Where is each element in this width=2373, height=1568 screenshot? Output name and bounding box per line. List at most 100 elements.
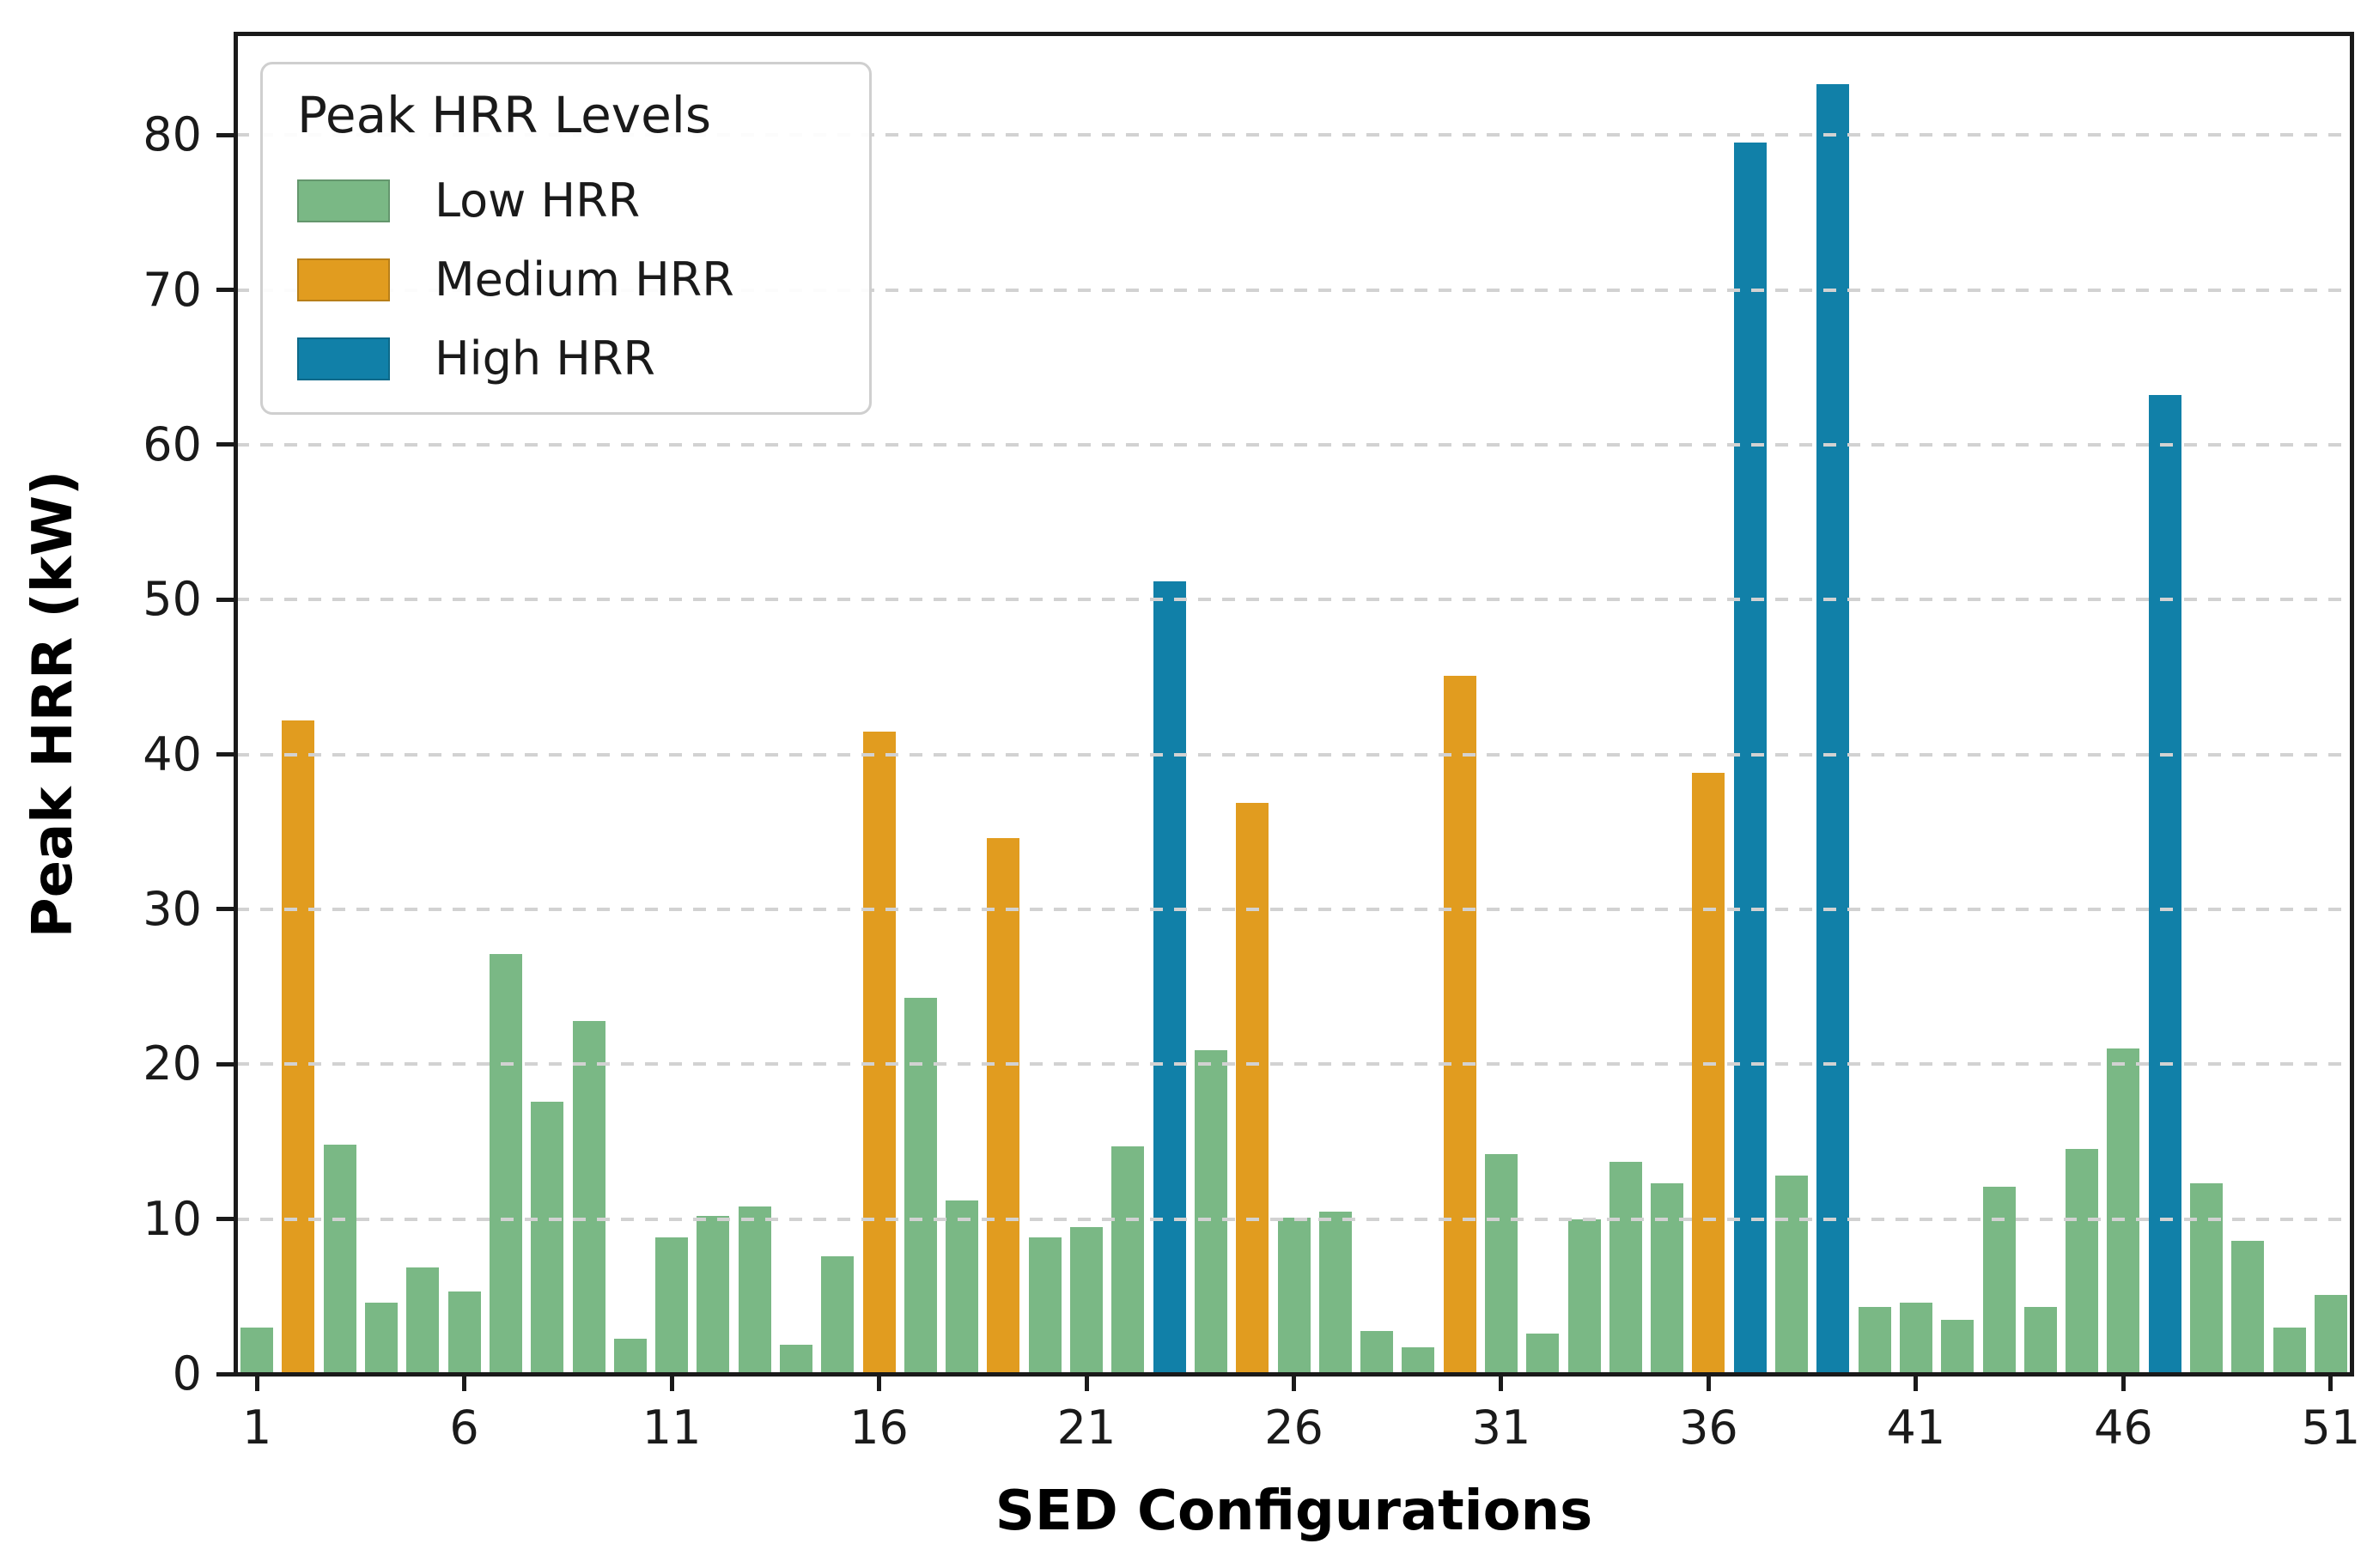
gridline-y-10	[236, 1217, 2352, 1221]
x-tick-label-11: 11	[642, 1401, 702, 1455]
bar-config-27	[1318, 1211, 1352, 1374]
bar-config-42	[1941, 1319, 1974, 1374]
x-tick-label-46: 46	[2094, 1401, 2153, 1455]
legend-entry-low-hrr: Low HRR	[297, 173, 838, 228]
legend-label-medium: Medium HRR	[435, 252, 734, 307]
bar-config-17	[904, 997, 937, 1374]
bar-config-15	[821, 1255, 855, 1374]
x-tick-26	[1292, 1376, 1296, 1391]
x-tick-31	[1499, 1376, 1504, 1391]
x-tick-label-6: 6	[449, 1401, 479, 1455]
bar-config-30	[1443, 675, 1476, 1374]
bar-config-26	[1277, 1217, 1311, 1374]
bar-config-13	[738, 1206, 771, 1374]
y-tick-70	[216, 288, 234, 293]
x-axis-label: SED Configurations	[995, 1480, 1593, 1543]
legend-entry-high-hrr: High HRR	[297, 331, 838, 386]
legend-label-high: High HRR	[435, 331, 655, 386]
y-tick-label-10: 10	[143, 1191, 202, 1246]
y-tick-30	[216, 907, 234, 912]
bar-config-18	[946, 1200, 979, 1374]
x-tick-label-41: 41	[1886, 1401, 1946, 1455]
bar-config-9	[572, 1020, 605, 1374]
bar-config-49	[2231, 1240, 2265, 1374]
bar-config-51	[2314, 1295, 2347, 1374]
gridline-y-40	[236, 752, 2352, 757]
y-tick-60	[216, 442, 234, 447]
y-tick-label-40: 40	[143, 726, 202, 781]
bar-config-7	[489, 954, 522, 1374]
bar-config-3	[323, 1145, 356, 1374]
bar-config-28	[1360, 1330, 1394, 1374]
y-tick-20	[216, 1061, 234, 1067]
x-tick-11	[669, 1376, 674, 1391]
y-tick-label-20: 20	[143, 1036, 202, 1091]
gridline-y-50	[236, 598, 2352, 602]
y-tick-0	[216, 1371, 234, 1377]
bar-config-37	[1733, 143, 1767, 1374]
bar-config-38	[1775, 1176, 1809, 1374]
x-tick-label-21: 21	[1056, 1401, 1117, 1455]
bar-config-2	[282, 720, 315, 1374]
y-tick-label-80: 80	[143, 107, 202, 162]
y-tick-label-60: 60	[143, 416, 202, 471]
x-tick-label-1: 1	[241, 1401, 272, 1455]
bar-config-11	[655, 1237, 689, 1374]
bar-config-44	[2023, 1307, 2057, 1374]
bar-config-20	[1028, 1237, 1062, 1374]
x-tick-36	[1706, 1376, 1711, 1391]
bar-config-39	[1816, 83, 1850, 1374]
x-tick-21	[1084, 1376, 1089, 1391]
bar-config-14	[779, 1344, 812, 1374]
bar-config-47	[2148, 395, 2181, 1374]
gridline-y-80	[236, 133, 2352, 137]
x-tick-51	[2328, 1376, 2333, 1391]
bar-config-8	[531, 1101, 564, 1374]
gridline-y-30	[236, 907, 2352, 911]
bar-config-4	[365, 1303, 399, 1374]
gridline-y-60	[236, 442, 2352, 447]
y-tick-10	[216, 1217, 234, 1222]
bar-config-45	[2066, 1149, 2099, 1374]
bar-config-36	[1692, 773, 1725, 1374]
bar-config-16	[862, 731, 896, 1374]
bar-config-24	[1194, 1050, 1227, 1374]
bar-config-43	[1982, 1186, 2016, 1374]
y-tick-label-70: 70	[143, 262, 202, 317]
bar-config-31	[1484, 1153, 1518, 1374]
bar-config-12	[697, 1216, 730, 1374]
x-tick-label-16: 16	[849, 1401, 909, 1455]
bar-config-41	[1899, 1303, 1932, 1374]
x-tick-label-31: 31	[1471, 1401, 1531, 1455]
x-tick-6	[462, 1376, 467, 1391]
y-tick-label-0: 0	[172, 1346, 202, 1401]
bar-config-6	[447, 1291, 481, 1374]
bar-config-10	[613, 1338, 647, 1374]
legend-box: Peak HRR Levels Low HRR Medium HRR High HR…	[260, 62, 872, 415]
bar-config-1	[240, 1327, 274, 1374]
gridline-y-20	[236, 1062, 2352, 1067]
bar-config-33	[1567, 1219, 1601, 1374]
y-tick-label-50: 50	[143, 572, 202, 627]
y-tick-40	[216, 752, 234, 757]
x-tick-label-51: 51	[2301, 1401, 2361, 1455]
legend-swatch-medium	[297, 258, 390, 301]
x-tick-41	[1914, 1376, 1919, 1391]
bar-config-25	[1236, 802, 1269, 1374]
x-tick-46	[2120, 1376, 2126, 1391]
bar-config-35	[1651, 1183, 1684, 1374]
legend-entries: Low HRR Medium HRR High HRR	[297, 173, 838, 386]
bar-config-40	[1858, 1307, 1891, 1374]
bar-config-5	[406, 1267, 440, 1374]
legend-swatch-low	[297, 179, 390, 222]
gridline-y-70	[236, 288, 2352, 292]
bar-config-21	[1070, 1226, 1104, 1374]
x-tick-label-26: 26	[1264, 1401, 1323, 1455]
bar-config-29	[1402, 1347, 1435, 1374]
bar-config-34	[1609, 1161, 1642, 1374]
y-tick-label-30: 30	[143, 881, 202, 936]
bar-config-50	[2273, 1327, 2306, 1374]
legend-entry-medium-hrr: Medium HRR	[297, 252, 838, 307]
bar-config-23	[1153, 580, 1186, 1374]
